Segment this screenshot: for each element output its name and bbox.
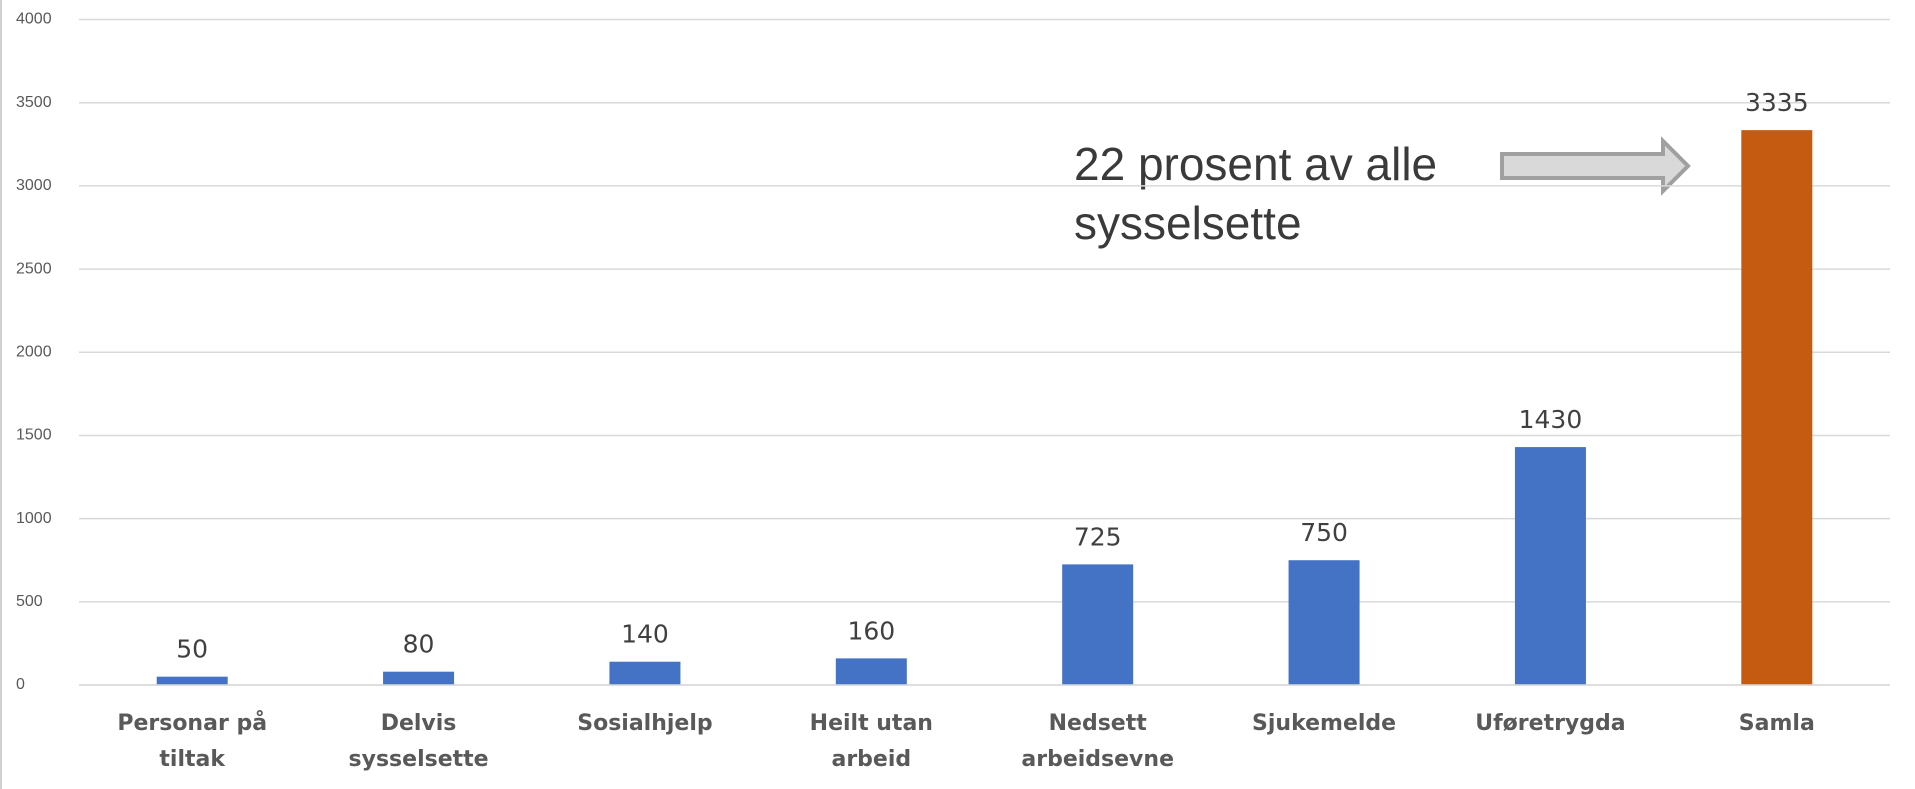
y-tick-label: 3000 xyxy=(16,177,52,194)
bar xyxy=(835,658,907,685)
annotation: 22 prosent av alle xyxy=(1074,138,1437,190)
x-tick-label: Heilt utan arbeid xyxy=(809,711,933,772)
x-tick-label: Nedsett arbeidsevne xyxy=(1021,711,1174,772)
bar xyxy=(1288,560,1360,685)
bar xyxy=(383,671,455,685)
value-label: 80 xyxy=(403,630,435,659)
bar xyxy=(156,676,228,685)
value-label: 3335 xyxy=(1745,88,1809,117)
x-tick-label: Personar på tiltak xyxy=(117,711,268,772)
value-label: 50 xyxy=(176,635,208,664)
y-tick-label: 2500 xyxy=(16,260,52,277)
value-label: 160 xyxy=(847,616,895,645)
y-tick-label: 1500 xyxy=(16,427,52,444)
y-tick-label: 500 xyxy=(16,593,43,610)
value-label: 725 xyxy=(1074,522,1122,551)
y-tick-label: 3500 xyxy=(16,94,52,111)
annotation: sysselsette xyxy=(1074,197,1302,249)
bar xyxy=(609,661,681,685)
y-tick-label: 4000 xyxy=(16,11,52,28)
bar xyxy=(1741,130,1813,685)
x-tick-label: Samla xyxy=(1738,711,1815,736)
value-label: 1430 xyxy=(1519,405,1583,434)
x-tick-label: Delvis sysselsette xyxy=(348,711,489,772)
y-tick-label: 1000 xyxy=(16,510,52,527)
y-tick-label: 2000 xyxy=(16,343,52,360)
value-label: 750 xyxy=(1300,518,1348,547)
bar xyxy=(1062,564,1134,685)
y-tick-label: 0 xyxy=(16,676,25,693)
arrow xyxy=(1500,136,1691,196)
x-tick-label: Sjukemelde xyxy=(1252,711,1397,736)
value-label: 140 xyxy=(621,620,669,649)
x-tick-label: Uføretrygda xyxy=(1475,711,1626,736)
x-tick-label: Sosialhjelp xyxy=(577,711,713,736)
bar xyxy=(1514,447,1586,685)
